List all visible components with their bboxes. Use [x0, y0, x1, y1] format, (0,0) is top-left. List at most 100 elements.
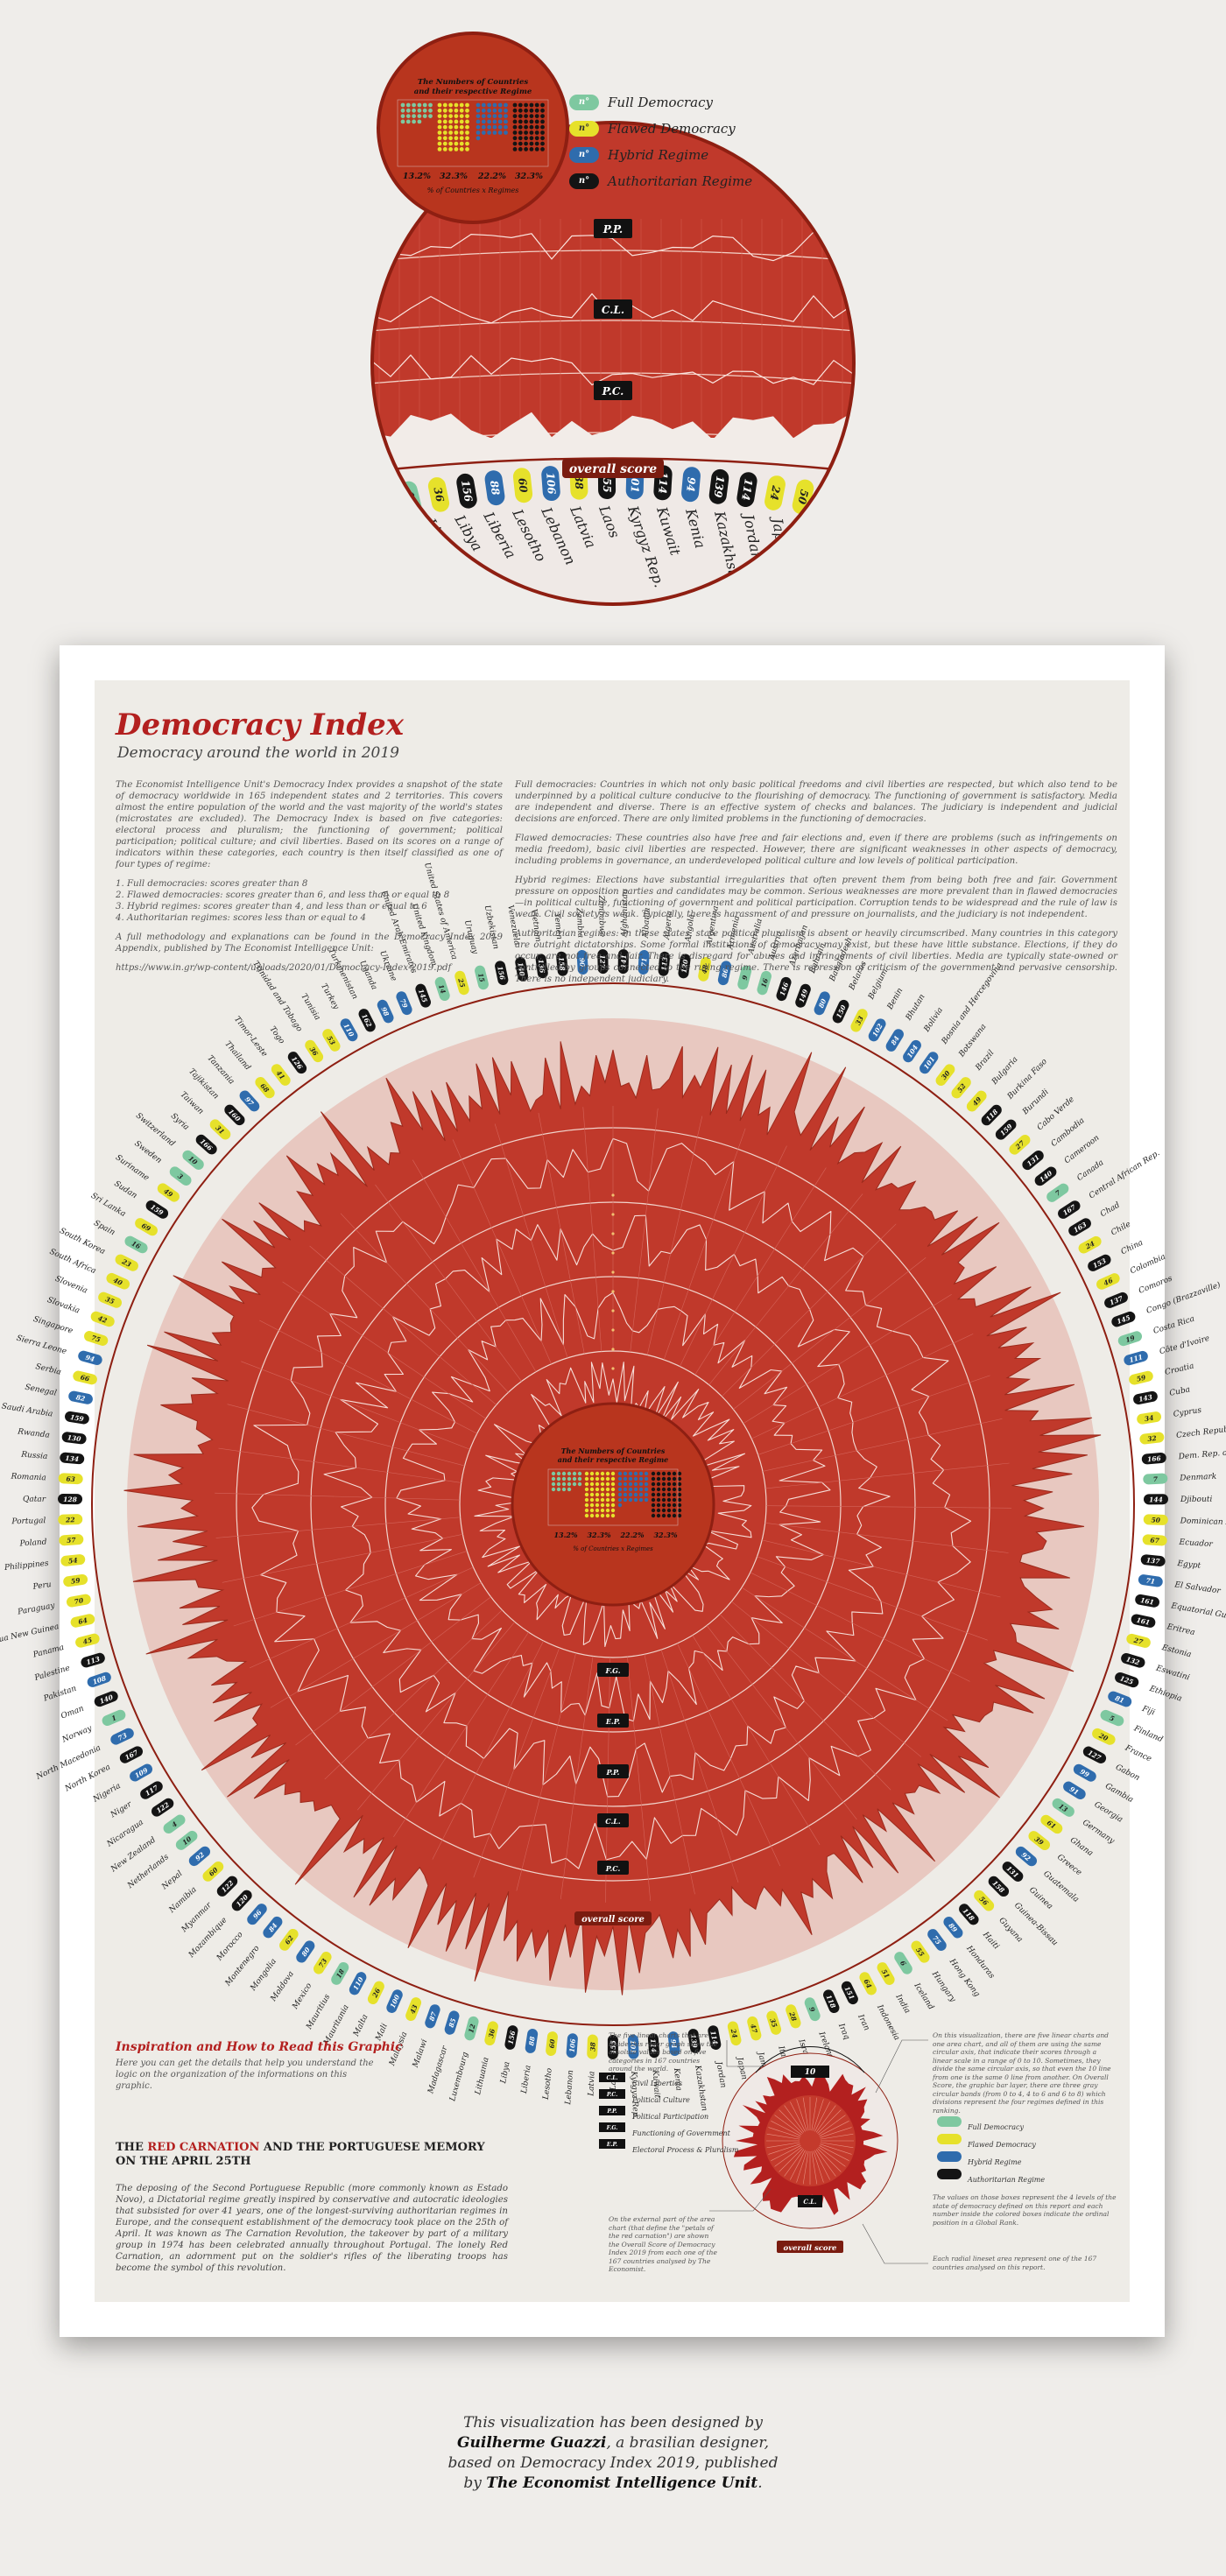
legend-pill-authoritarian: n°	[569, 173, 599, 189]
zoom-rank-pill	[820, 483, 842, 518]
country-rank-rot: 98	[379, 1006, 391, 1018]
country-pill-group: 113	[658, 951, 671, 976]
mini-spoke	[766, 2133, 800, 2140]
mini-spoke	[811, 2150, 818, 2185]
country-name: Cameroon	[1063, 1134, 1102, 1166]
mini-category-code: C.L.	[606, 2075, 617, 2081]
country-rank-rot: 48	[701, 963, 710, 975]
country-rank-pill	[115, 1254, 138, 1271]
top-regime-dot	[437, 130, 442, 135]
country-rank-pill	[678, 954, 691, 979]
radial-spoke	[646, 1116, 703, 1355]
regime-dot	[600, 1497, 605, 1503]
country-rank-pill	[145, 1200, 169, 1219]
methodology-link[interactable]: https://www.in.gr/wp-content/uploads/202…	[116, 963, 452, 973]
country-name: Zimbabwe	[596, 894, 606, 937]
country-pill-group: 120	[678, 954, 691, 979]
country-name: Serbia	[34, 1362, 61, 1377]
radial-spoke	[757, 1375, 990, 1455]
radial-spoke	[741, 1587, 948, 1721]
country-rank-pill	[607, 2035, 618, 2059]
country-name: Sweden	[132, 1139, 163, 1165]
country-rank-rot: 159	[69, 1413, 85, 1424]
regime-dot	[610, 1497, 616, 1503]
country-pill-group: 36	[305, 1039, 324, 1063]
country-pill-group: 4	[163, 1814, 186, 1833]
top-regime-dot	[540, 136, 545, 141]
country-rank-rot: 4	[171, 1820, 180, 1829]
radial-spoke	[516, 1652, 576, 1891]
ring-label-box	[597, 1663, 629, 1677]
top-regime-dot	[512, 119, 518, 124]
country-rank-pill	[110, 1728, 134, 1745]
regime-dot	[623, 1497, 628, 1503]
inspiration-title: Inspiration and How to Read this Graphic	[116, 2040, 403, 2054]
mini-spoke	[790, 2150, 806, 2180]
country-rank-rot: 137	[1145, 1556, 1160, 1566]
note-boxes: The values on those boxes represent the …	[933, 2193, 1117, 2227]
zoom-rank-pill	[372, 485, 394, 520]
country-pill-group: 88	[525, 2029, 539, 2053]
top-regime-dot	[465, 130, 469, 135]
regime-dot	[661, 1503, 666, 1508]
note-area-chart: On the external part of the area chart (…	[609, 2215, 717, 2273]
ring-label-text: F.G.	[605, 1666, 621, 1675]
regime-dot	[656, 1487, 661, 1492]
regime-dot	[651, 1497, 656, 1503]
country-name-group: Kenia	[672, 2066, 683, 2091]
country-rank-pill	[202, 1861, 224, 1882]
zoom-rank: 156	[459, 479, 475, 503]
country-name: Chile	[1110, 1220, 1132, 1237]
zoom-pill-group: 28	[848, 488, 854, 523]
country-rank-pill	[1133, 1390, 1158, 1405]
top-regime-dot	[534, 124, 539, 130]
country-name: Portugal	[11, 1517, 46, 1526]
country-pill-group: 10	[182, 1150, 204, 1170]
country-rank-pill	[1131, 1614, 1156, 1628]
country-name: Philippines	[4, 1559, 50, 1573]
regime-dot	[610, 1508, 616, 1513]
country-rank-pill	[627, 2034, 639, 2059]
country-rank-pill	[868, 1018, 886, 1042]
regime-dot	[584, 1487, 589, 1492]
country-name-group: Turkey	[319, 982, 341, 1012]
country-rank-pill	[1052, 1798, 1075, 1817]
radial-spoke	[764, 1523, 1009, 1553]
country-pill-group: 126	[287, 1052, 307, 1074]
country-rank-rot: 161	[1140, 1596, 1155, 1607]
radial-spoke	[660, 1650, 739, 1883]
country-pill-group: 161	[1135, 1594, 1159, 1608]
country-name: Comoros	[1138, 1274, 1174, 1296]
country-name: Turkey	[319, 982, 341, 1012]
regime-dot	[628, 1476, 633, 1482]
regime-dot	[623, 1482, 628, 1487]
regime-dot	[556, 1471, 561, 1476]
country-rank-pill	[1082, 1746, 1107, 1763]
top-regime-dot	[492, 124, 497, 130]
country-rank-pill	[988, 1876, 1010, 1897]
country-name: Guinea	[1027, 1886, 1054, 1911]
top-regime-dot	[465, 141, 469, 146]
top-regime-dot	[448, 108, 453, 113]
regime-dot	[651, 1471, 656, 1476]
country-name-group: Djibouti	[1180, 1496, 1213, 1504]
country-rank-pill	[94, 1691, 118, 1707]
top-regime-dot	[512, 141, 518, 146]
country-rank: 94	[85, 1354, 95, 1363]
top-regime-dot	[529, 136, 534, 141]
top-regime-dot	[524, 108, 528, 113]
country-rank: 25	[456, 976, 467, 988]
country-rank-pill	[1143, 1494, 1168, 1505]
country-rank-pill	[877, 1962, 895, 1985]
credit-line-3: based on Democracy Index 2019, published	[447, 2454, 779, 2472]
country-name: Luxembourg	[448, 2051, 470, 2103]
top-regime-dot	[504, 114, 508, 119]
connector-line	[862, 2223, 928, 2264]
mini-spoke	[779, 2148, 803, 2172]
country-pill-group: 68	[255, 1077, 275, 1099]
top-regime-dot	[524, 130, 528, 135]
country-rank-pill	[1138, 1574, 1163, 1587]
regime-dot	[656, 1482, 661, 1487]
category-line-chart	[251, 1137, 972, 1869]
country-name: Tajikistan	[187, 1067, 220, 1101]
